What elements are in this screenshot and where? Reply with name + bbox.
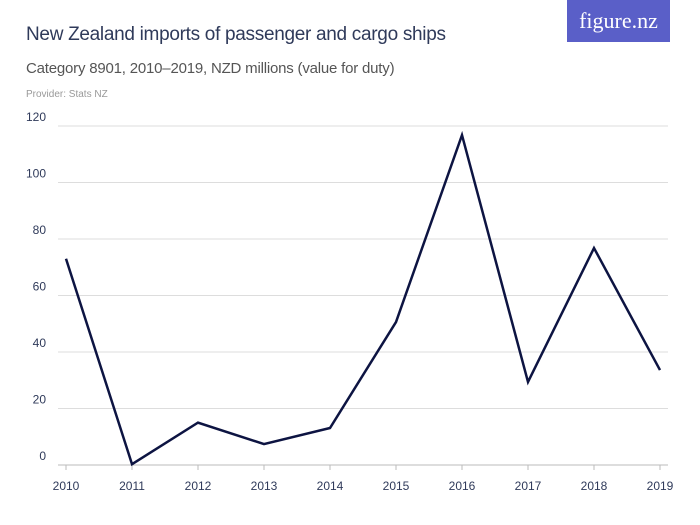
y-tick-label: 40 bbox=[33, 336, 47, 350]
provider-label: Provider: Stats NZ bbox=[26, 89, 108, 100]
y-tick-label: 80 bbox=[33, 223, 47, 237]
y-tick-label: 0 bbox=[39, 449, 46, 463]
x-tick-label: 2018 bbox=[581, 479, 608, 493]
x-tick-label: 2014 bbox=[317, 479, 344, 493]
series-line bbox=[64, 130, 662, 467]
x-tick-label: 2017 bbox=[515, 479, 542, 493]
y-tick-label: 100 bbox=[26, 167, 46, 181]
y-tick-label: 20 bbox=[33, 393, 47, 407]
x-tick-label: 2012 bbox=[185, 479, 212, 493]
chart-subtitle: Category 8901, 2010–2019, NZD millions (… bbox=[26, 60, 395, 77]
figure-nz-logo[interactable]: figure.nz bbox=[567, 0, 670, 42]
x-tick-label: 2019 bbox=[647, 479, 674, 493]
chart-title: New Zealand imports of passenger and car… bbox=[26, 24, 446, 45]
y-tick-label: 60 bbox=[33, 280, 47, 294]
x-tick-label: 2016 bbox=[449, 479, 476, 493]
x-tick-label: 2015 bbox=[383, 479, 410, 493]
y-tick-label: 120 bbox=[26, 110, 46, 124]
x-tick-label: 2011 bbox=[119, 479, 145, 493]
x-tick-label: 2010 bbox=[53, 479, 80, 493]
x-tick-label: 2013 bbox=[251, 479, 278, 493]
